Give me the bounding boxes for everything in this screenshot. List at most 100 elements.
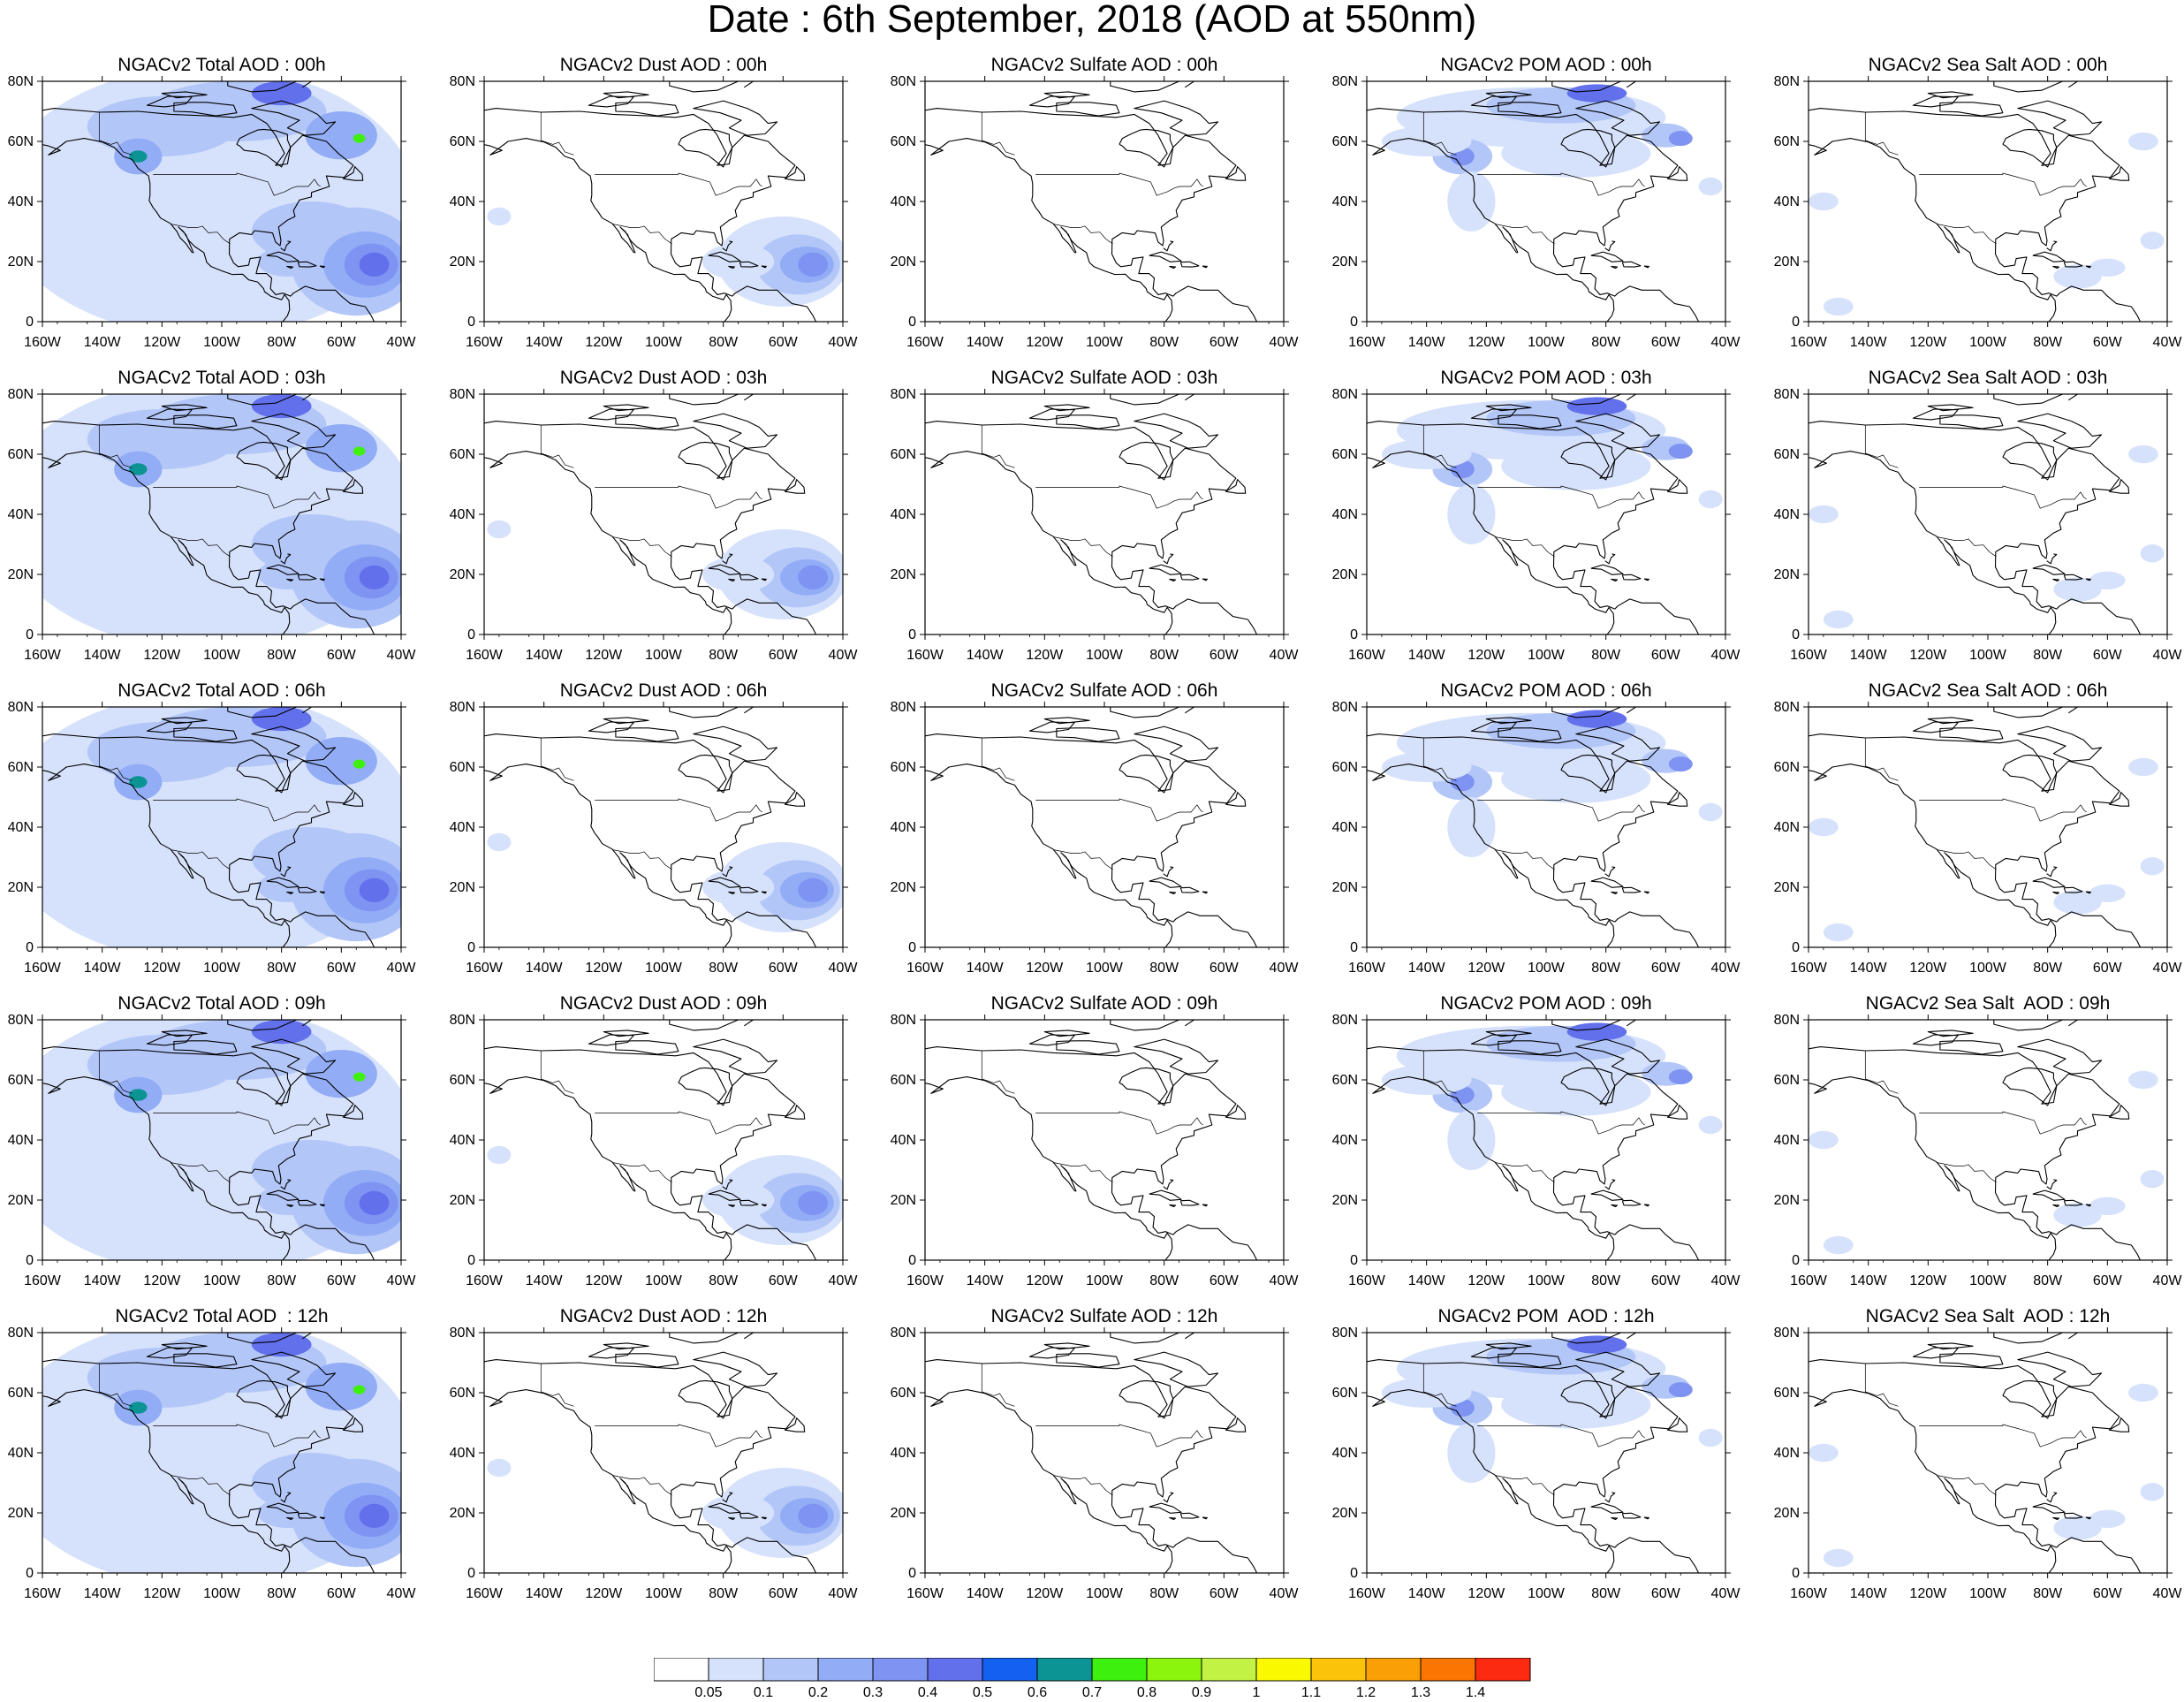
map-plot: 80N 60N 40N 20N 0 160W 140W 120W 100W 80W 60W 40W xyxy=(891,387,1300,663)
lon-tick-label: 140W xyxy=(967,1273,1005,1288)
lat-tick-label: 80N xyxy=(8,74,34,89)
aod-field xyxy=(487,832,843,932)
lon-tick-label: 80W xyxy=(1591,1586,1621,1601)
lon-tick-label: 80W xyxy=(2033,961,2063,976)
aod-region xyxy=(1447,484,1496,544)
lat-tick-label: 20N xyxy=(1332,880,1358,895)
lon-tick-label: 40W xyxy=(1711,1586,1741,1601)
lon-tick-label: 140W xyxy=(1850,1273,1888,1288)
aod-field xyxy=(1381,1335,1723,1483)
lon-tick-label: 120W xyxy=(1467,1273,1505,1288)
panel-title: NGACv2 Sea Salt AOD : 00h xyxy=(1868,55,2108,75)
aod-region xyxy=(1447,171,1496,232)
lat-tick-label: 40N xyxy=(1774,1133,1800,1148)
lon-tick-label: 160W xyxy=(24,1273,62,1288)
lat-tick-label: 0 xyxy=(1792,315,1800,330)
lon-tick-label: 60W xyxy=(2093,961,2123,976)
aod-region xyxy=(487,832,512,852)
aod-region xyxy=(1823,610,1854,629)
aod-region xyxy=(1668,756,1693,772)
aod-region xyxy=(487,1458,512,1478)
lat-tick-label: 0 xyxy=(26,315,34,330)
aod-region xyxy=(1501,1068,1651,1116)
aod-region xyxy=(798,565,829,589)
map-panel-sulfate: NGACv2 Sulfate AOD : 09h 80N 60N 40N 20N 0 160… xyxy=(883,993,1326,1299)
lat-tick-label: 20N xyxy=(1332,1193,1358,1208)
lat-tick-label: 20N xyxy=(450,880,475,895)
lon-tick-label: 40W xyxy=(2153,335,2183,350)
lat-tick-label: 80N xyxy=(1774,74,1800,89)
lat-tick-label: 60N xyxy=(8,1386,34,1401)
map-panel-seasalt: NGACv2 Sea Salt AOD : 06h 80N 60N 40N 20N 0 16… xyxy=(1766,680,2184,986)
panel-title: NGACv2 Dust AOD : 06h xyxy=(559,680,768,701)
lon-tick-label: 80W xyxy=(709,1586,739,1601)
map-panel-seasalt: NGACv2 Sea Salt AOD : 09h 80N 60N 40N 20N 0 16… xyxy=(1766,993,2184,1299)
colorbar-label: 0.1 xyxy=(754,1685,773,1698)
lon-tick-label: 100W xyxy=(1086,335,1124,350)
panel-title: NGACv2 POM AOD : 09h xyxy=(1440,993,1652,1014)
map-panel-pom: NGACv2 POM AOD : 09h 80N 60N 40N 20N 0 160W 140… xyxy=(1324,993,1768,1299)
aod-region xyxy=(1566,710,1627,728)
lat-tick-label: 0 xyxy=(467,627,475,642)
lat-tick-label: 40N xyxy=(1332,194,1358,209)
lat-tick-label: 0 xyxy=(467,1253,475,1268)
aod-region xyxy=(1809,1130,1839,1150)
coastlines xyxy=(42,394,375,634)
colorbar-swatch xyxy=(1146,1658,1202,1682)
lon-tick-label: 140W xyxy=(1408,1273,1446,1288)
lat-tick-label: 40N xyxy=(450,194,475,209)
panel-title: NGACv2 Dust AOD : 03h xyxy=(559,368,768,388)
aod-region xyxy=(251,81,312,106)
lat-tick-label: 20N xyxy=(1774,880,1800,895)
lon-tick-label: 100W xyxy=(1086,961,1124,976)
lon-tick-label: 140W xyxy=(967,1586,1005,1601)
colorbar-label: 1 xyxy=(1253,1685,1261,1698)
lat-tick-label: 20N xyxy=(891,567,916,582)
lat-tick-label: 80N xyxy=(1774,387,1800,402)
lon-tick-label: 120W xyxy=(1467,961,1505,976)
map-plot: 80N 60N 40N 20N 0 160W 140W 120W 100W 80W 60W 40W xyxy=(891,1013,1300,1288)
lon-tick-label: 80W xyxy=(1591,335,1621,350)
lat-tick-label: 60N xyxy=(8,1073,34,1088)
map-panel-pom: NGACv2 POM AOD : 00h 80N 60N 40N 20N 0 160W 140… xyxy=(1324,55,1768,361)
lon-tick-label: 140W xyxy=(84,1273,122,1288)
lat-tick-label: 0 xyxy=(1792,940,1800,955)
lat-tick-label: 60N xyxy=(1774,1073,1800,1088)
aod-region xyxy=(798,252,829,277)
aod-region xyxy=(1809,1443,1839,1463)
aod-region xyxy=(251,1020,312,1045)
lat-tick-label: 0 xyxy=(26,940,34,955)
aod-region xyxy=(2140,232,2165,250)
lat-tick-label: 20N xyxy=(450,255,475,270)
lat-tick-label: 0 xyxy=(1792,1566,1800,1581)
lon-tick-label: 40W xyxy=(1270,648,1300,663)
lon-tick-label: 120W xyxy=(143,648,181,663)
aod-region xyxy=(1566,1335,1627,1354)
lat-tick-label: 60N xyxy=(891,760,916,775)
lat-tick-label: 80N xyxy=(8,1326,34,1341)
colorbar-label: 0.3 xyxy=(863,1685,883,1698)
aod-region xyxy=(1698,177,1723,196)
aod-region xyxy=(798,1503,829,1528)
lon-tick-label: 40W xyxy=(1711,961,1741,976)
map-plot: 80N 60N 40N 20N 0 160W 140W 120W 100W 80W 60W 40W xyxy=(1774,387,2183,663)
lat-tick-label: 20N xyxy=(1774,1506,1800,1521)
lat-tick-label: 20N xyxy=(1774,567,1800,582)
colorbar-swatch xyxy=(1091,1658,1148,1682)
aod-region xyxy=(1566,397,1627,415)
lon-tick-label: 120W xyxy=(1909,1273,1947,1288)
aod-region xyxy=(353,446,366,456)
lat-tick-label: 20N xyxy=(1774,255,1800,270)
coastlines xyxy=(925,1333,1258,1573)
aod-region xyxy=(1698,1115,1723,1135)
aod-field xyxy=(487,1458,843,1558)
lon-tick-label: 80W xyxy=(2033,1586,2063,1601)
map-panel-dust: NGACv2 Dust AOD : 06h 80N 60N 40N 20N 0 160W 14… xyxy=(442,680,885,986)
aod-field xyxy=(1809,132,2165,316)
lat-tick-label: 0 xyxy=(908,627,916,642)
colorbar-swatch xyxy=(817,1658,874,1682)
aod-field xyxy=(42,394,401,634)
map-panel-seasalt: NGACv2 Sea Salt AOD : 03h 80N 60N 40N 20N 0 16… xyxy=(1766,368,2184,673)
lon-tick-label: 60W xyxy=(2093,648,2123,663)
aod-field xyxy=(1809,1383,2165,1568)
